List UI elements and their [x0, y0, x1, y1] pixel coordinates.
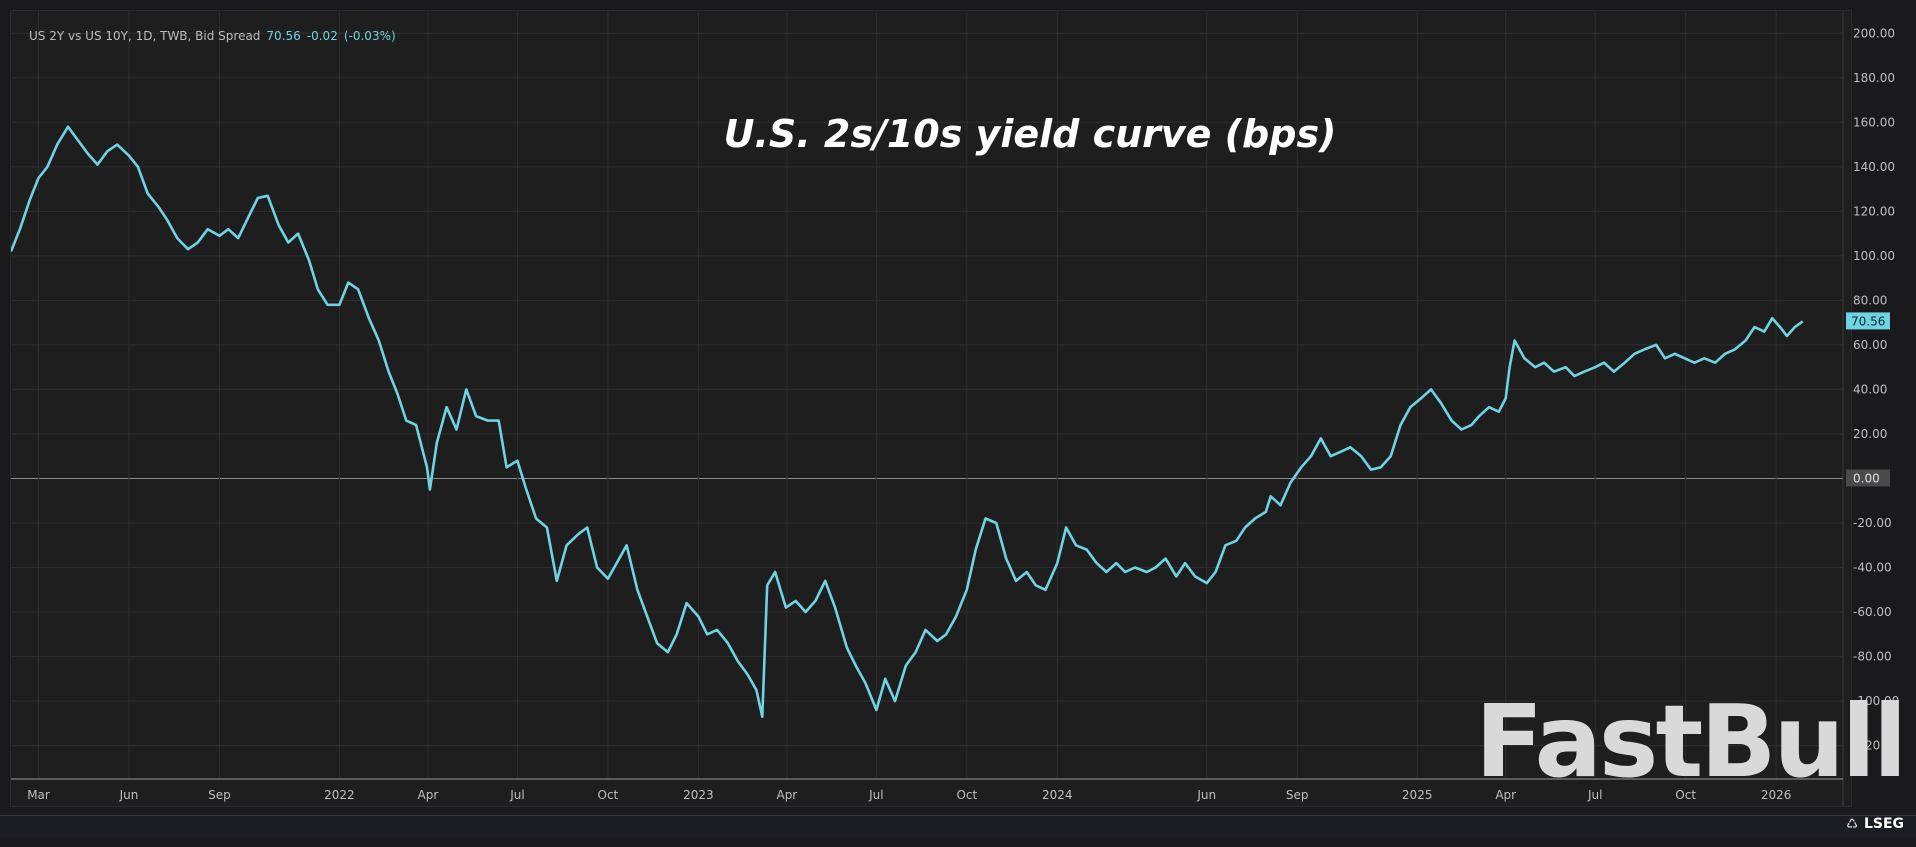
x-tick-label: Jul — [868, 788, 883, 802]
y-tick-label: 160.00 — [1853, 115, 1895, 129]
y-tick-label: 60.00 — [1853, 338, 1887, 352]
chart-legend: US 2Y vs US 10Y, 1D, TWB, Bid Spread 70.5… — [29, 29, 396, 43]
y-tick-label: 120.00 — [1853, 204, 1895, 218]
lseg-brand: ♺ LSEG — [1846, 816, 1904, 832]
x-tick-label: Mar — [27, 788, 50, 802]
x-tick-label: Apr — [776, 788, 797, 802]
legend-label: US 2Y vs US 10Y, 1D, TWB, Bid Spread — [29, 29, 261, 43]
legend-last-value: 70.56 — [266, 29, 301, 43]
x-tick-label: 2026 — [1761, 788, 1792, 802]
last-value-box — [1846, 312, 1890, 330]
x-tick-label: Oct — [1675, 788, 1696, 802]
y-tick-label: -120.00 — [1853, 739, 1899, 753]
x-tick-label: 2022 — [324, 788, 355, 802]
series-line — [11, 125, 1804, 719]
x-tick-label: Jun — [1196, 788, 1216, 802]
footer-bar — [0, 815, 1916, 837]
x-tick-label: Apr — [1495, 788, 1516, 802]
x-tick-label: Oct — [956, 788, 977, 802]
legend-change: -0.02 — [306, 29, 338, 43]
last-value-label: 70.56 — [1851, 314, 1885, 328]
x-tick-label: Sep — [1286, 788, 1309, 802]
lseg-label: LSEG — [1863, 816, 1904, 832]
zero-label-box — [1846, 469, 1890, 487]
lseg-logo-icon: ♺ — [1846, 817, 1858, 832]
y-tick-label: -60.00 — [1853, 605, 1892, 619]
y-tick-label: -80.00 — [1853, 650, 1892, 664]
y-tick-label: 140.00 — [1853, 160, 1895, 174]
y-tick-label: 0.00 — [1853, 471, 1880, 485]
x-tick-label: Jul — [509, 788, 524, 802]
legend-change-pct: (-0.03%) — [343, 29, 396, 43]
y-tick-label: -100.00 — [1853, 694, 1899, 708]
x-tick-label: Jun — [119, 788, 139, 802]
y-tick-label: 40.00 — [1853, 382, 1887, 396]
y-tick-label: 180.00 — [1853, 71, 1895, 85]
y-tick-label: 100.00 — [1853, 249, 1895, 263]
x-tick-label: Apr — [418, 788, 439, 802]
y-tick-label: -40.00 — [1853, 561, 1892, 575]
x-tick-label: Sep — [208, 788, 231, 802]
y-tick-label: 80.00 — [1853, 293, 1887, 307]
y-tick-label: -20.00 — [1853, 516, 1892, 530]
x-tick-label: 2024 — [1042, 788, 1073, 802]
y-tick-label: 200.00 — [1853, 26, 1895, 40]
chart-frame: 200.00 180.00 160.00 140.00 120.00 100.00 80.0… — [10, 10, 1899, 807]
y-tick-label: 20.00 — [1853, 427, 1887, 441]
chart-canvas: 200.00 180.00 160.00 140.00 120.00 100.00 80.0… — [11, 11, 1899, 807]
x-tick-label: Jul — [1587, 788, 1602, 802]
x-tick-label: 2023 — [683, 788, 714, 802]
x-tick-label: Oct — [598, 788, 619, 802]
x-tick-label: 2025 — [1402, 788, 1433, 802]
